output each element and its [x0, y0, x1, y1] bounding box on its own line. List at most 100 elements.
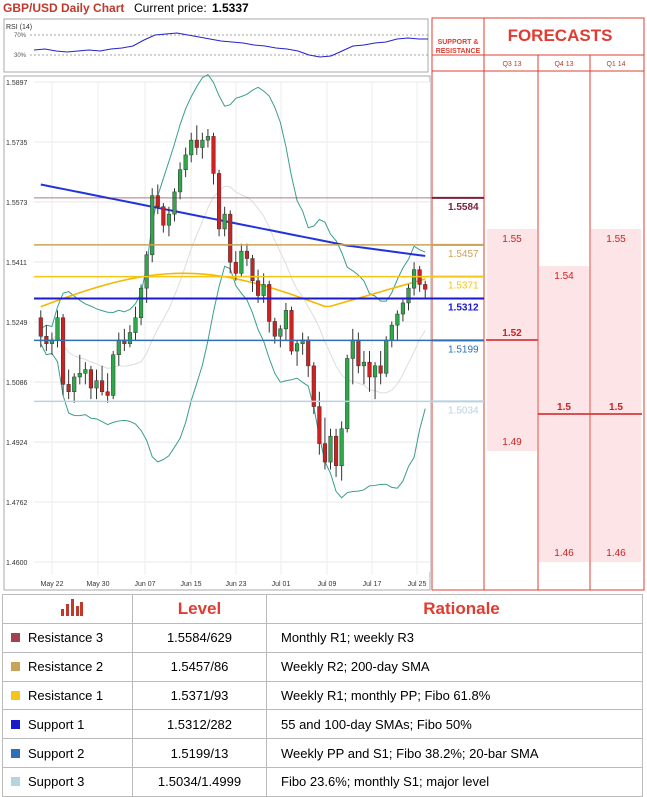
levels-table: Level Rationale Resistance 3 1.5584/629 Mo… [2, 594, 643, 797]
candle-body [211, 136, 216, 174]
sr-level-value: 1.5034 [448, 405, 479, 416]
candle-body [83, 369, 88, 374]
candle-body [339, 428, 344, 467]
candle-body [295, 343, 300, 352]
candle-body [133, 317, 138, 333]
candle-body [328, 435, 333, 463]
level-rationale: Weekly PP and S1; Fibo 38.2%; 20-bar SMA [266, 738, 643, 768]
candle-body [267, 284, 272, 322]
forecast-mid-label: 1.5 [609, 402, 623, 413]
price-chart: 1.5897 1.5735 1.5573 1.5411 1.5249 1.5086 1.49… [3, 17, 645, 591]
chart-title: GBP/USD Daily Chart [3, 1, 125, 15]
x-tick-label: Jul 25 [408, 581, 427, 588]
level-color-swatch [11, 719, 20, 729]
level-color-swatch [11, 691, 20, 701]
y-tick-label: 1.4924 [6, 440, 28, 447]
candle-body [345, 358, 350, 430]
y-tick-label: 1.5735 [6, 140, 28, 147]
candle-body [166, 213, 171, 226]
candle-body [244, 250, 249, 259]
level-name: Support 3 [28, 774, 85, 790]
table-row: Resistance 2 1.5457/86 Weekly R2; 200-day … [2, 651, 643, 682]
candle-body [389, 324, 394, 341]
rsi-line [33, 32, 428, 58]
candle-body [217, 173, 222, 230]
candle-body [239, 250, 244, 274]
level-value: 1.5371/93 [132, 680, 267, 711]
candle-body [395, 313, 400, 326]
candle-body [178, 169, 183, 193]
y-tick-label: 1.5086 [6, 380, 28, 387]
candle-body [311, 365, 316, 407]
current-price-label: Current price: [134, 1, 207, 15]
candle-body [400, 302, 405, 315]
candle-body [139, 287, 144, 318]
table-row: Support 2 1.5199/13 Weekly PP and S1; Fibo… [2, 738, 643, 768]
chart-area: GBP/USD Daily Chart Current price: 1.533… [3, 1, 645, 591]
candle-body [222, 213, 227, 230]
x-tick-label: Jun 15 [180, 581, 201, 588]
level-value: 1.5584/629 [132, 623, 267, 653]
candle-body [406, 287, 411, 304]
level-rationale: Fibo 23.6%; monthly S1; major level [266, 766, 643, 797]
candle-body [194, 139, 199, 148]
table-header-rationale: Rationale [266, 594, 643, 624]
y-tick-label: 1.4762 [6, 500, 28, 507]
candle-body [72, 376, 77, 393]
candle-body [144, 254, 149, 289]
candle-body [412, 269, 417, 289]
x-tick-label: Jul 09 [318, 581, 337, 588]
candle-body [161, 206, 166, 226]
y-tick-label: 1.5573 [6, 200, 28, 207]
y-tick-label: 1.5897 [6, 80, 28, 87]
level-value: 1.5199/13 [132, 738, 267, 768]
forecast-high-label: 1.54 [554, 271, 574, 282]
rsi-label: RSI (14) [6, 24, 32, 31]
candle-body [384, 339, 389, 374]
candle-body [116, 339, 121, 356]
forecast-quarter-label: Q4 13 [554, 61, 573, 68]
candle-body [361, 361, 366, 367]
candle-body [189, 139, 194, 156]
table-row: Support 1 1.5312/282 55 and 100-day SMAs; … [2, 709, 643, 740]
level-color-swatch [11, 662, 20, 672]
level-name-cell: Support 1 [2, 709, 133, 740]
sma-100-line [40, 272, 426, 308]
level-rationale: Monthly R1; weekly R3 [266, 623, 643, 653]
bollinger-middle-band [40, 185, 426, 394]
forecast-mid-label: 1.5 [557, 402, 571, 413]
candle-body [150, 195, 155, 256]
candle-body [256, 280, 261, 296]
level-name: Resistance 3 [28, 630, 104, 646]
candle-body [100, 380, 105, 393]
table-header-icon [2, 594, 133, 624]
candle-body [350, 339, 355, 359]
level-color-swatch [11, 777, 20, 787]
level-name-cell: Support 2 [2, 738, 133, 768]
level-name: Support 2 [28, 745, 85, 761]
candle-body [127, 332, 132, 344]
candle-body [322, 443, 327, 463]
candle-body [356, 339, 361, 367]
level-rationale: 55 and 100-day SMAs; Fibo 50% [266, 709, 643, 740]
level-name: Resistance 1 [28, 687, 104, 703]
candle-body [272, 321, 277, 337]
forecast-high-label: 1.55 [502, 234, 522, 245]
candle-body [423, 284, 428, 290]
sr-level-value: 1.5457 [448, 249, 479, 260]
plot-area [34, 82, 430, 572]
table-row: Resistance 3 1.5584/629 Monthly R1; weekly… [2, 623, 643, 653]
forecasts-title: FORECASTS [508, 26, 613, 45]
current-price-value: 1.5337 [212, 1, 249, 15]
candle-body [88, 369, 93, 389]
candle-body [228, 213, 233, 263]
candle-body [94, 380, 99, 389]
forecast-mid-label: 1.52 [502, 328, 522, 339]
forecast-quarter-label: Q1 14 [606, 61, 625, 68]
candle-body [334, 435, 339, 467]
y-tick-label: 1.5411 [6, 260, 27, 267]
sma-200-line [40, 183, 426, 257]
level-name-cell: Resistance 1 [2, 680, 133, 711]
side-label-bottom: RESISTANCE [436, 48, 481, 55]
forecast-low-label: 1.46 [554, 548, 574, 559]
